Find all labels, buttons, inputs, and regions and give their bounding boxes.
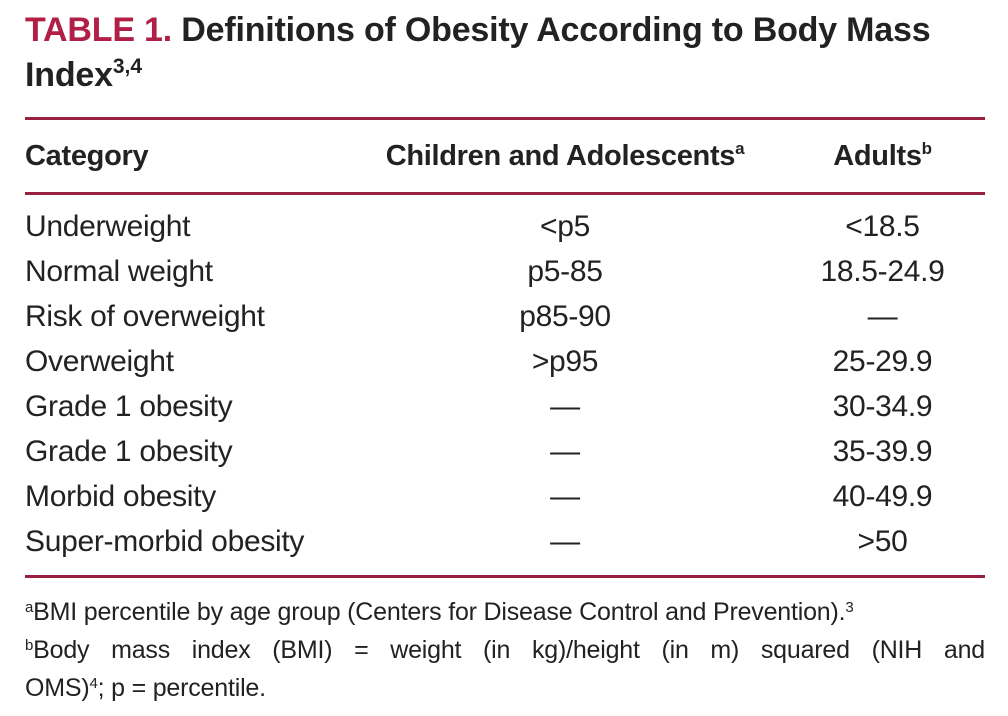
footnote-marker-a-ref: a bbox=[735, 139, 745, 158]
footnote-b-reference-superscript: 4 bbox=[89, 675, 98, 692]
adults-value-cell: 30-34.9 bbox=[832, 390, 933, 423]
header-rule bbox=[25, 192, 985, 195]
adults-value-cell: <18.5 bbox=[845, 210, 920, 243]
footnote-b-marker: b bbox=[25, 637, 34, 654]
footnote-b-line1: bBody mass index (BMI) = weight (in kg)/… bbox=[25, 633, 985, 671]
children-value-cell: — bbox=[550, 525, 580, 558]
children-value-cell: <p5 bbox=[540, 210, 590, 243]
footnote-a-marker: a bbox=[25, 599, 34, 616]
adults-value-cell: 25-29.9 bbox=[832, 345, 933, 378]
column-header-adults: Adultsb bbox=[780, 137, 985, 179]
category-cell: Overweight bbox=[25, 345, 174, 378]
children-value-cell: >p95 bbox=[531, 345, 599, 378]
column-header-adults-label: Adults bbox=[833, 140, 922, 172]
footnote-a: aBMI percentile by age group (Centers fo… bbox=[25, 595, 985, 633]
footnotes: aBMI percentile by age group (Centers fo… bbox=[25, 595, 985, 709]
table-row: Risk of overweight p85-90 — bbox=[25, 294, 985, 339]
top-rule bbox=[25, 117, 985, 120]
table-row: Normal weight p5-85 18.5-24.9 bbox=[25, 249, 985, 294]
adults-value-cell: >50 bbox=[857, 525, 908, 558]
footnote-a-text: BMI percentile by age group (Centers for… bbox=[33, 598, 846, 626]
footnote-b-line2: OMS)4; p = percentile. bbox=[25, 671, 985, 709]
adults-value-cell: 18.5-24.9 bbox=[820, 255, 945, 288]
table-header-row: Category Children and Adolescentsa Adult… bbox=[25, 120, 985, 192]
adults-value-cell: 40-49.9 bbox=[832, 480, 933, 513]
footnote-a-reference-superscript: 3 bbox=[845, 599, 854, 616]
children-value-cell: — bbox=[550, 480, 580, 513]
category-cell: Grade 1 obesity bbox=[25, 435, 233, 468]
children-value-cell: — bbox=[550, 390, 580, 423]
footnote-marker-b-ref: b bbox=[921, 139, 932, 158]
table-row: Grade 1 obesity — 30-34.9 bbox=[25, 384, 985, 429]
column-header-category-label: Category bbox=[25, 140, 149, 172]
table-row: Morbid obesity — 40-49.9 bbox=[25, 474, 985, 519]
table-body: Underweight <p5 <18.5 Normal weight p5-8… bbox=[25, 195, 985, 575]
column-header-category: Category bbox=[25, 137, 350, 179]
table-number-label: TABLE 1. bbox=[25, 11, 173, 49]
category-cell: Underweight bbox=[25, 210, 191, 243]
table-title: TABLE 1. Definitions of Obesity Accordin… bbox=[25, 8, 975, 102]
bottom-rule bbox=[25, 575, 985, 578]
table-row: Grade 1 obesity — 35-39.9 bbox=[25, 429, 985, 474]
footnote-b-text-line2: OMS) bbox=[25, 674, 90, 702]
footnote-b-text-line2-tail: ; p = percentile. bbox=[97, 674, 266, 702]
table-row: Underweight <p5 <18.5 bbox=[25, 204, 985, 249]
adults-value-cell: 35-39.9 bbox=[832, 435, 933, 468]
column-header-children: Children and Adolescentsa bbox=[350, 137, 780, 179]
category-cell: Normal weight bbox=[25, 255, 213, 288]
category-cell: Risk of overweight bbox=[25, 300, 265, 333]
table-row: Super-morbid obesity — >50 bbox=[25, 519, 985, 564]
children-value-cell: — bbox=[550, 435, 580, 468]
title-reference-superscript: 3,4 bbox=[112, 55, 143, 78]
column-header-children-label: Children and Adolescents bbox=[385, 140, 736, 172]
category-cell: Grade 1 obesity bbox=[25, 390, 233, 423]
children-value-cell: p85-90 bbox=[519, 300, 611, 333]
table-title-text: Definitions of Obesity According to Body… bbox=[25, 11, 931, 94]
table-row: Overweight >p95 25-29.9 bbox=[25, 339, 985, 384]
footnote-b-text-line1: Body mass index (BMI) = weight (in kg)/h… bbox=[33, 636, 985, 664]
category-cell: Super-morbid obesity bbox=[25, 525, 305, 558]
category-cell: Morbid obesity bbox=[25, 480, 216, 513]
children-value-cell: p5-85 bbox=[527, 255, 603, 288]
adults-value-cell: — bbox=[867, 300, 898, 333]
